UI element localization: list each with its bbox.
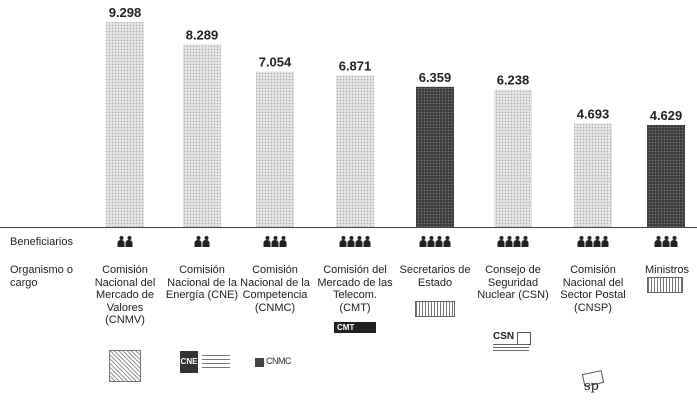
person-icon (435, 236, 443, 247)
bar-3 (256, 71, 294, 227)
person-icon (363, 236, 371, 247)
bar-value-label-2: 8.289 (186, 27, 219, 42)
cnsp-logo: sp (581, 370, 605, 394)
person-icon (497, 236, 505, 247)
organism-name-8: Ministros (645, 264, 690, 276)
cne-logo-lines (202, 355, 230, 369)
organism-name-2: Comisión Nacional de la Energía (CNE) (165, 264, 239, 301)
person-icon (279, 236, 287, 247)
bar-2 (183, 44, 221, 227)
person-icon (443, 236, 451, 247)
person-icon (601, 236, 609, 247)
person-icon (577, 236, 585, 247)
ministros-logo (647, 277, 683, 293)
bar-value-label-5: 6.359 (419, 70, 452, 85)
person-icon (654, 236, 662, 247)
organism-name-1: Comisión Nacional del Mercado de Valores… (94, 264, 156, 326)
organism-name-6: Consejo de Seguridad Nuclear (CSN) (477, 264, 549, 301)
beneficiaries-group-1 (117, 236, 133, 248)
person-icon (419, 236, 427, 247)
person-icon (670, 236, 678, 247)
csn-logo-subtext (493, 344, 529, 353)
person-icon (585, 236, 593, 247)
beneficiaries-row-label: Beneficiarios (10, 236, 73, 248)
beneficiaries-group-8 (654, 236, 678, 248)
bar-5 (416, 86, 454, 227)
cnmc-logo-square (255, 358, 264, 367)
cne-logo-mark: CNE (180, 351, 198, 373)
beneficiaries-group-3 (263, 236, 287, 248)
person-icon (271, 236, 279, 247)
organism-name-4: Comisión del Mercado de las Telecom. (CM… (317, 264, 393, 314)
person-icon (347, 236, 355, 247)
person-icon (427, 236, 435, 247)
cnmc-logo-text: CNMC (266, 356, 292, 366)
organism-name-7: Comisión Nacional del Sector Postal (CNS… (560, 264, 626, 314)
organism-name-5: Secretarios de Estado (399, 264, 471, 289)
bar-6 (494, 89, 532, 227)
bar-value-label-8: 4.629 (650, 108, 683, 123)
person-icon (125, 236, 133, 247)
person-icon (513, 236, 521, 247)
person-icon (339, 236, 347, 247)
bar-value-label-4: 6.871 (339, 59, 372, 74)
person-icon (194, 236, 202, 247)
bar-7 (574, 123, 612, 227)
csn-logo: CSN (493, 331, 533, 355)
value-labels-layer: 9.298 8.289 7.054 6.871 6.359 6.238 4.693 4.629 (109, 5, 683, 123)
bar-value-label-1: 9.298 (109, 5, 142, 20)
person-icon (355, 236, 363, 247)
bar-8 (647, 124, 685, 227)
csn-logo-text: CSN (493, 331, 515, 342)
person-icon (521, 236, 529, 247)
person-icon (117, 236, 125, 247)
beneficiaries-group-4 (339, 236, 371, 248)
bar-1 (106, 22, 144, 228)
bar-value-label-7: 4.693 (577, 107, 610, 122)
organism-row-label: Organismo o cargo (10, 264, 73, 289)
cne-logo: CNE (180, 351, 232, 373)
cnmv-logo (109, 350, 141, 382)
beneficiaries-group-2 (194, 236, 210, 248)
person-icon (263, 236, 271, 247)
secretarios-logo (415, 301, 455, 317)
organism-name-3: Comisión Nacional de la Competencia (CNM… (240, 264, 310, 314)
bars-layer (106, 22, 685, 228)
bar-value-label-3: 7.054 (259, 55, 292, 70)
beneficiaries-group-7 (577, 236, 609, 248)
bar-4 (336, 75, 374, 227)
person-icon (202, 236, 210, 247)
cnmc-logo: CNMC (255, 356, 295, 372)
person-icon (662, 236, 670, 247)
cnsp-logo-text: sp (584, 379, 599, 394)
person-icon (505, 236, 513, 247)
bar-value-label-6: 6.238 (497, 72, 530, 87)
beneficiaries-group-5 (419, 236, 451, 248)
cmt-logo: CMT (334, 322, 376, 333)
beneficiaries-group-6 (497, 236, 529, 248)
person-icon (593, 236, 601, 247)
